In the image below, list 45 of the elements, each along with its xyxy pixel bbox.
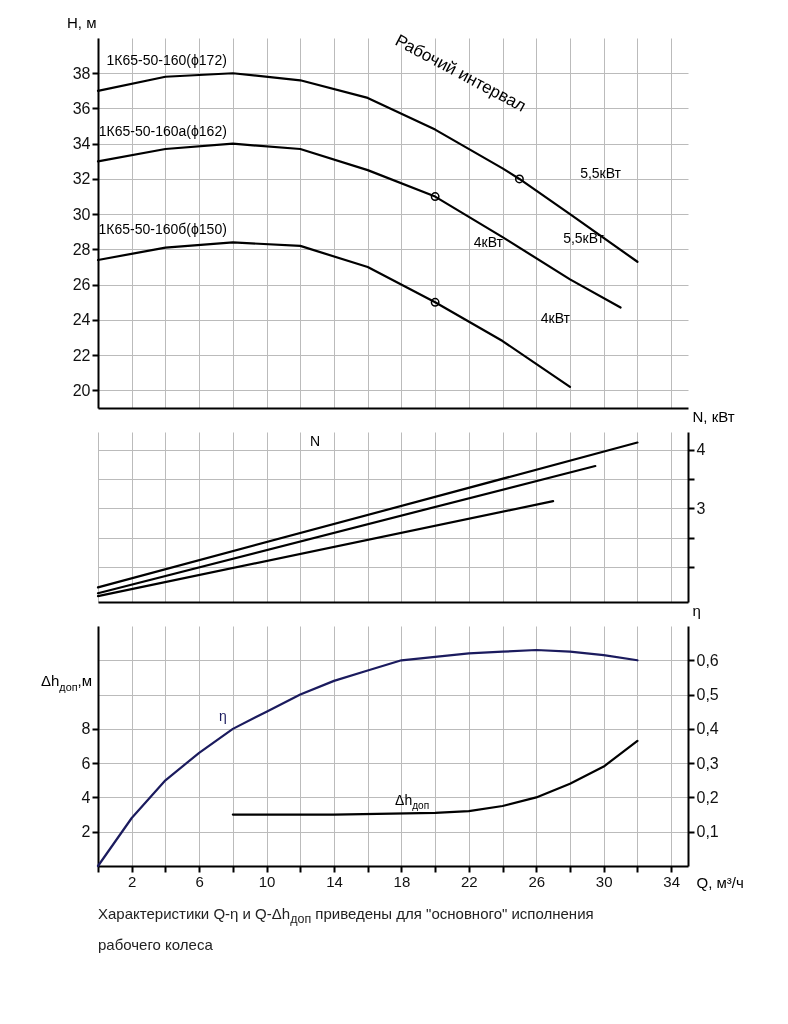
- y-tick-label: 38: [72, 64, 91, 82]
- y2-axis-title: N, кВт: [692, 407, 735, 425]
- x-tick-label: 2: [128, 872, 137, 890]
- x-tick-label: 22: [461, 872, 478, 890]
- y2-tick-label: 0,1: [696, 823, 719, 841]
- y-tick-label: 32: [72, 170, 91, 188]
- y-tick-label: 24: [72, 311, 91, 329]
- annotation: 4кВт: [540, 310, 571, 326]
- y-tick-label: 2: [81, 823, 91, 841]
- y2-tick-label: 0,4: [696, 720, 719, 738]
- series-label: 1К65-50-160а(ϕ162): [98, 122, 227, 139]
- x-axis-title: Q, м³/ч: [696, 873, 744, 891]
- y-tick-label: 20: [72, 381, 91, 399]
- series-label: 1К65-50-160б(ϕ150): [98, 221, 227, 238]
- annotation: 4кВт: [473, 234, 504, 250]
- y-tick-label: 8: [81, 720, 91, 738]
- y-tick-label: 22: [72, 346, 91, 364]
- y-tick-label: 4: [81, 788, 91, 806]
- series-label: 1К65-50-160(ϕ172): [106, 52, 227, 69]
- text: Характеристики Q-η и Q-Δh$_{доп}$ приведены для "основного" исполнения рабочего колеса: [98, 905, 594, 953]
- x-tick-label: 18: [393, 872, 411, 890]
- series-label: η: [219, 707, 227, 724]
- y2-tick-label: 0,3: [696, 754, 719, 772]
- y2-axis-title: η: [692, 601, 701, 619]
- x-tick-label: 26: [528, 872, 546, 890]
- x-tick-label: 10: [258, 872, 276, 890]
- y2-tick-label: 3: [696, 499, 706, 517]
- y-tick-label: 28: [72, 240, 91, 258]
- annotation: 5,5кВт: [563, 230, 605, 246]
- annotation: 5,5кВт: [580, 165, 622, 181]
- x-tick-label: 30: [595, 872, 613, 890]
- y-axis-title: H, м: [67, 13, 97, 31]
- annotation: N: [309, 433, 320, 449]
- y-tick-label: 26: [72, 276, 91, 294]
- y-tick-label: 36: [72, 99, 91, 117]
- x-tick-label: 6: [195, 872, 204, 890]
- y2-tick-label: 0,2: [696, 788, 719, 806]
- x-tick-label: 14: [326, 872, 343, 890]
- y2-tick-label: 0,6: [696, 651, 719, 669]
- y-tick-label: 34: [72, 135, 91, 153]
- y2-tick-label: 4: [696, 441, 706, 459]
- x-tick-label: 34: [663, 872, 680, 890]
- y-tick-label: 30: [72, 205, 91, 223]
- y-tick-label: 6: [81, 754, 91, 772]
- y2-tick-label: 0,5: [696, 686, 719, 704]
